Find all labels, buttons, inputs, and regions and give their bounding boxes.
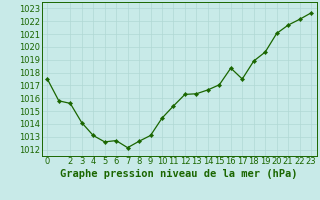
X-axis label: Graphe pression niveau de la mer (hPa): Graphe pression niveau de la mer (hPa): [60, 169, 298, 179]
